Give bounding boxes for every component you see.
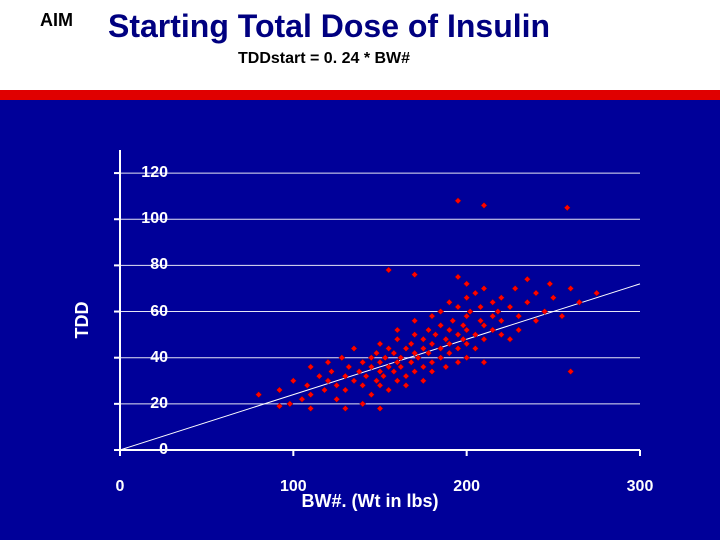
- slide-header: AIM Starting Total Dose of Insulin TDDst…: [0, 0, 720, 90]
- chart-area: TDD BW#. (Wt in lbs) 0 20 40 60 80 100 120 0 100…: [0, 100, 720, 540]
- divider-bar: [0, 90, 720, 100]
- y-tick-label: 40: [128, 349, 168, 367]
- x-tick-label: 300: [627, 478, 654, 496]
- plot-inner: 0204060801001200100200300: [120, 150, 640, 450]
- x-axis-label: BW#. (Wt in lbs): [302, 491, 439, 512]
- y-tick-label: 0: [128, 441, 168, 459]
- y-tick-label: 120: [128, 164, 168, 182]
- y-tick-label: 20: [128, 395, 168, 413]
- slide-title: Starting Total Dose of Insulin: [108, 8, 550, 45]
- x-tick-label: 100: [280, 478, 307, 496]
- scatter-plot-svg: [110, 145, 650, 460]
- y-axis-label: TDD: [72, 302, 93, 339]
- x-tick-label: 200: [453, 478, 480, 496]
- slide-subtitle: TDDstart = 0. 24 * BW#: [238, 50, 410, 68]
- aim-label: AIM: [40, 10, 73, 31]
- y-tick-label: 100: [128, 210, 168, 228]
- y-tick-label: 80: [128, 256, 168, 274]
- y-tick-label: 60: [128, 303, 168, 321]
- plot-container: TDD BW#. (Wt in lbs) 0 20 40 60 80 100 120 0 100…: [60, 130, 680, 510]
- x-tick-label: 0: [116, 478, 125, 496]
